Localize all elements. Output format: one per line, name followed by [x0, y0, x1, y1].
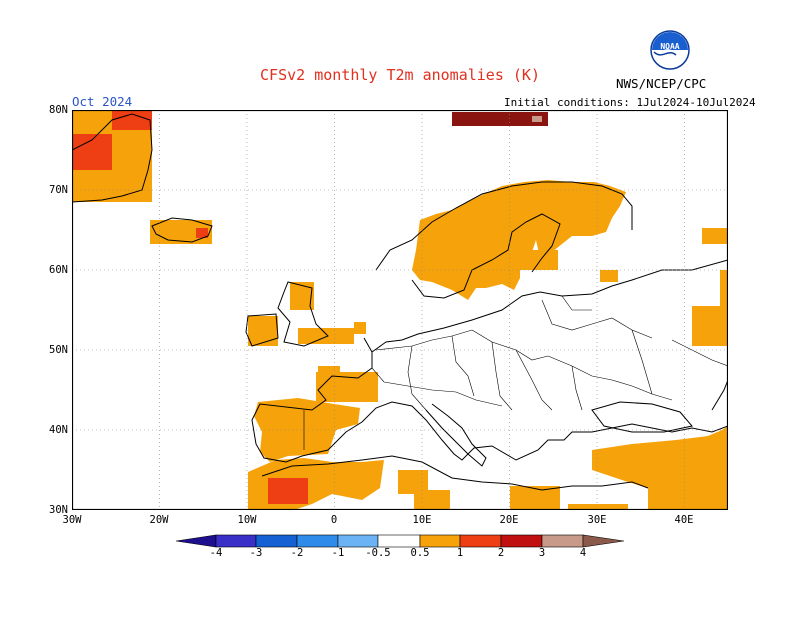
anomaly-red — [72, 110, 308, 504]
map-title: CFSv2 monthly T2m anomalies (K) — [260, 66, 540, 84]
colorbar-label: -3 — [249, 547, 263, 559]
lon-label-20w: 20W — [149, 514, 169, 526]
coastlines — [72, 113, 728, 491]
colorbar-label: -4 — [209, 547, 223, 559]
colorbar-label: 0.5 — [410, 547, 430, 559]
anomaly-3k — [532, 116, 542, 122]
lon-label-30w: 30W — [62, 514, 82, 526]
logo-text: NOAA — [660, 42, 679, 51]
lat-label-70n: 70N — [49, 184, 68, 196]
lon-label-20e: 20E — [499, 514, 519, 526]
country-borders — [303, 295, 728, 450]
noaa-logo-icon: NOAA — [650, 30, 690, 70]
lon-label-40e: 40E — [674, 514, 694, 526]
lat-label-50n: 50N — [49, 344, 68, 356]
colorbar-label: -2 — [290, 547, 304, 559]
colorbar-label: -0.5 — [365, 547, 391, 559]
anomaly-map — [72, 110, 728, 510]
agency-label: NWS/NCEP/CPC — [616, 76, 707, 91]
colorbar-label: 2 — [497, 547, 505, 559]
lon-label-0: 0 — [330, 514, 338, 526]
lon-label-10e: 10E — [412, 514, 432, 526]
lon-label-30e: 30E — [587, 514, 607, 526]
anomaly-darkred — [452, 112, 548, 126]
colorbar-label: 1 — [456, 547, 464, 559]
colorbar-label: 3 — [538, 547, 546, 559]
lat-label-40n: 40N — [49, 424, 68, 436]
lat-label-60n: 60N — [49, 264, 68, 276]
colorbar-label: -1 — [331, 547, 345, 559]
lon-label-10w: 10W — [237, 514, 257, 526]
valid-month-label: Oct 2024 — [72, 94, 133, 109]
lat-label-30n: 30N — [49, 504, 68, 516]
initial-conditions-label: Initial conditions: 1Jul2024-10Jul2024 — [504, 96, 756, 109]
colorbar-label: 4 — [579, 547, 587, 559]
lat-label-80n: 80N — [49, 104, 68, 116]
gridlines — [72, 110, 728, 510]
